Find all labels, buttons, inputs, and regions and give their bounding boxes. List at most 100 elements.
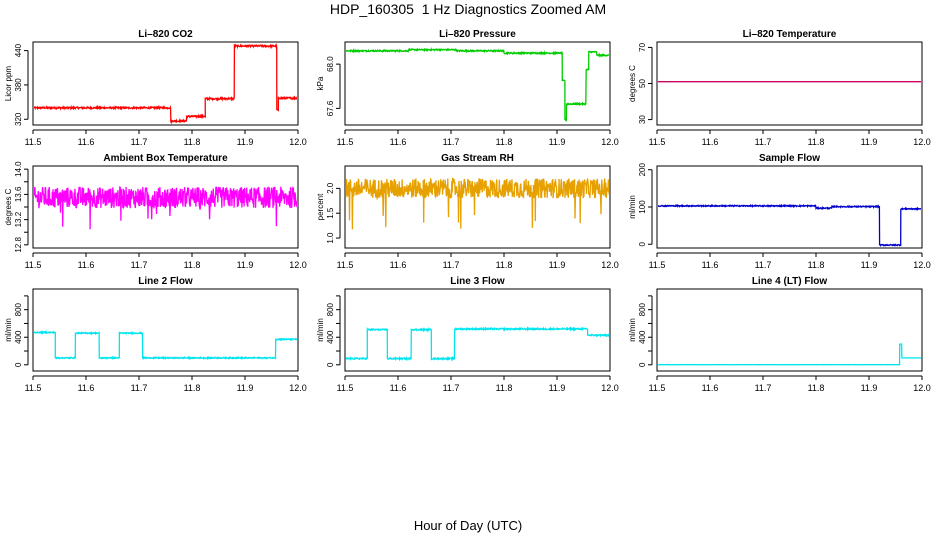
- plot-frame: [656, 288, 923, 372]
- panel-title: Li–820 Pressure: [439, 29, 516, 40]
- y-tick-label: 800: [638, 302, 647, 316]
- x-tick-label: 11.7: [131, 260, 148, 270]
- x-tick-label: 11.8: [808, 383, 825, 393]
- x-tick-label: 11.9: [237, 260, 254, 270]
- x-tick-label: 11.8: [496, 137, 513, 147]
- panel-title: Li–820 CO2: [138, 29, 193, 40]
- y-tick-label: 400: [326, 330, 335, 344]
- y-tick-label: 70: [638, 42, 647, 51]
- series-line-1: [346, 325, 609, 362]
- y-axis-label: ml/min: [628, 318, 637, 342]
- panel-title: Line 4 (LT) Flow: [752, 276, 828, 287]
- x-tick-label: 11.5: [337, 383, 354, 393]
- panel-title: Li–820 Temperature: [743, 29, 837, 40]
- panel-title: Ambient Box Temperature: [103, 153, 228, 164]
- panel-5: Gas Stream RH 11.5 11.6 11.7 11.8 11.9 12.0 1.0…: [316, 153, 619, 270]
- series-line-1: [34, 330, 297, 361]
- panel-title: Sample Flow: [759, 153, 820, 164]
- plot-frame: [32, 41, 299, 126]
- x-tick-label: 11.7: [443, 383, 460, 393]
- y-axis-label: ml/min: [628, 195, 637, 219]
- series-line-1: [658, 343, 921, 366]
- y-tick-label: 0: [638, 362, 647, 367]
- x-tick-label: 11.7: [443, 260, 460, 270]
- x-tick-label: 11.6: [702, 137, 719, 147]
- y-tick-label: 13.2: [14, 211, 23, 227]
- x-tick-label: 11.5: [25, 137, 42, 147]
- x-tick-label: 11.5: [337, 137, 354, 147]
- series-line-1: [658, 203, 921, 247]
- x-tick-label: 11.9: [237, 383, 254, 393]
- x-tick-label: 12.0: [601, 383, 619, 393]
- x-tick-label: 11.7: [755, 260, 772, 270]
- y-axis-label: ml/min: [316, 318, 325, 342]
- panel-title: Line 3 Flow: [450, 276, 505, 287]
- x-tick-label: 11.9: [861, 260, 878, 270]
- x-tick-label: 11.8: [496, 260, 513, 270]
- y-tick-label: 1.5: [326, 207, 335, 219]
- figure-title: HDP_160305 1 Hz Diagnostics Zoomed AM: [329, 1, 607, 17]
- panel-7: Line 2 Flow 11.5 11.6 11.7 11.8 11.9 12.0 0 400 8…: [4, 276, 307, 393]
- y-axis-label: kPa: [316, 76, 325, 90]
- panel-1: Li–820 CO2 11.5 11.6 11.7 11.8 11.9 12.0 320 380…: [4, 29, 307, 147]
- plot-frame: [32, 165, 299, 249]
- plot-frame: [344, 288, 611, 372]
- x-tick-label: 11.5: [25, 383, 42, 393]
- y-tick-label: 1.0: [326, 232, 335, 244]
- y-tick-label: 68.0: [326, 56, 335, 72]
- y-tick-label: 13.6: [14, 186, 23, 202]
- y-axis-label: degrees C: [628, 65, 637, 102]
- panel-2: Li–820 Pressure 11.5 11.6 11.7 11.8 11.9 12.0 6…: [316, 29, 619, 147]
- y-axis-label: ml/min: [4, 318, 13, 342]
- x-tick-label: 11.9: [549, 383, 566, 393]
- plot-frame: [656, 41, 923, 126]
- y-tick-label: 440: [14, 43, 23, 57]
- series-line-1: [346, 177, 609, 230]
- plot-frame: [656, 165, 923, 249]
- y-axis-label: degrees C: [4, 188, 13, 225]
- y-tick-label: 800: [14, 302, 23, 316]
- x-tick-label: 11.8: [184, 260, 201, 270]
- panel-6: Sample Flow 11.5 11.6 11.7 11.8 11.9 12.0 0 100 2…: [628, 153, 931, 270]
- x-tick-label: 12.0: [289, 137, 307, 147]
- x-tick-label: 12.0: [601, 260, 619, 270]
- x-tick-label: 11.6: [78, 260, 95, 270]
- panel-9: Line 4 (LT) Flow 11.5 11.6 11.7 11.8 11.9 12.0…: [628, 276, 931, 393]
- x-tick-label: 11.7: [443, 137, 460, 147]
- y-tick-label: 12.8: [14, 237, 23, 253]
- x-tick-label: 11.8: [184, 383, 201, 393]
- x-tick-label: 11.8: [184, 137, 201, 147]
- y-tick-label: 320: [14, 112, 23, 126]
- x-tick-label: 12.0: [601, 137, 619, 147]
- x-tick-label: 11.7: [755, 137, 772, 147]
- y-tick-label: 0: [326, 362, 335, 367]
- x-tick-label: 12.0: [289, 383, 307, 393]
- y-tick-label: 0: [14, 362, 23, 367]
- panel-8: Line 3 Flow 11.5 11.6 11.7 11.8 11.9 12.0 0 400 8…: [316, 276, 619, 393]
- x-tick-label: 11.7: [755, 383, 772, 393]
- x-tick-label: 11.6: [390, 260, 407, 270]
- x-tick-label: 11.6: [390, 137, 407, 147]
- x-tick-label: 11.8: [496, 383, 513, 393]
- y-axis-label: percent: [316, 193, 325, 220]
- x-tick-label: 12.0: [289, 260, 307, 270]
- series-line-1: [34, 42, 297, 125]
- x-tick-label: 11.5: [649, 260, 666, 270]
- y-tick-label: 50: [638, 79, 647, 88]
- panel-title: Gas Stream RH: [441, 153, 514, 164]
- x-tick-label: 11.6: [78, 383, 95, 393]
- y-tick-label: 2.0: [326, 182, 335, 194]
- x-tick-label: 11.5: [649, 383, 666, 393]
- y-tick-label: 380: [14, 78, 23, 92]
- x-tick-label: 11.9: [861, 383, 878, 393]
- series-line-1: [346, 47, 609, 123]
- x-tick-label: 11.7: [131, 137, 148, 147]
- x-tick-label: 11.9: [549, 137, 566, 147]
- x-tick-label: 11.9: [861, 137, 878, 147]
- x-tick-label: 11.5: [649, 137, 666, 147]
- plot-frame: [344, 165, 611, 249]
- y-tick-label: 400: [638, 330, 647, 344]
- x-tick-label: 11.7: [131, 383, 148, 393]
- x-tick-label: 11.6: [390, 383, 407, 393]
- x-tick-label: 11.8: [808, 137, 825, 147]
